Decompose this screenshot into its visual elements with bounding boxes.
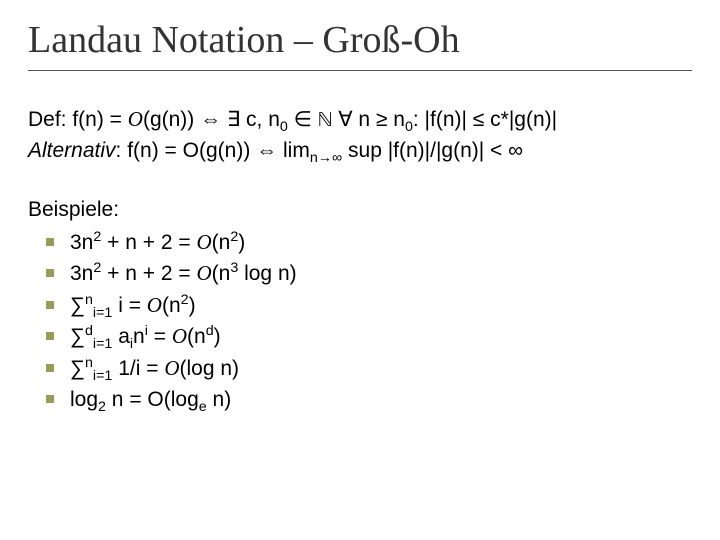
- list-item: ∑di=1 aini = O(nd): [46, 322, 692, 351]
- slide-body: Def: f(n) = O(g(n)) ⇔ ∃ c, n0 ∈ ℕ ∀ n ≥ …: [28, 105, 692, 414]
- definition-line-1: Def: f(n) = O(g(n)) ⇔ ∃ c, n0 ∈ ℕ ∀ n ≥ …: [28, 105, 692, 135]
- definition-block: Def: f(n) = O(g(n)) ⇔ ∃ c, n0 ∈ ℕ ∀ n ≥ …: [28, 105, 692, 166]
- definition-line-2: Alternativ: f(n) = O(g(n)) ⇔ limn→∞ sup …: [28, 137, 692, 165]
- list-item: 3n2 + n + 2 = O(n2): [46, 228, 692, 257]
- slide-title: Landau Notation – Groß-Oh: [28, 18, 692, 71]
- examples-heading: Beispiele:: [28, 196, 692, 224]
- list-item: log2 n = O(loge n): [46, 385, 692, 414]
- list-item: ∑ni=1 i = O(n2): [46, 291, 692, 320]
- examples-list: 3n2 + n + 2 = O(n2) 3n2 + n + 2 = O(n3 l…: [28, 228, 692, 414]
- list-item: ∑ni=1 1/i = O(log n): [46, 354, 692, 383]
- slide: Landau Notation – Groß-Oh Def: f(n) = O(…: [0, 0, 720, 540]
- list-item: 3n2 + n + 2 = O(n3 log n): [46, 259, 692, 288]
